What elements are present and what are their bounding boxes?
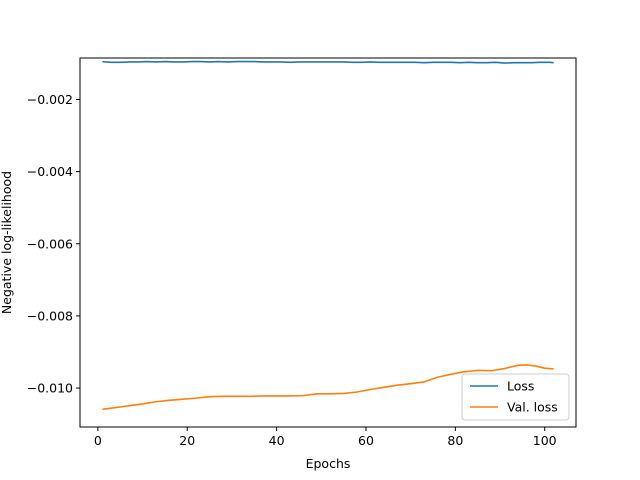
y-tick-label: −0.010 <box>27 381 73 396</box>
legend-label: Val. loss <box>507 400 558 415</box>
x-tick-label: 0 <box>94 433 102 448</box>
plot-area-background <box>80 58 576 427</box>
y-tick-label: −0.002 <box>27 92 73 107</box>
x-tick-label: 20 <box>179 433 195 448</box>
y-axis: −0.010 −0.008 −0.006 −0.004 −0.002 <box>27 92 80 396</box>
y-tick-label: −0.006 <box>27 236 73 251</box>
x-tick-label: 80 <box>447 433 463 448</box>
series-line-val-loss <box>102 364 554 411</box>
x-axis: 0 20 40 60 80 100 <box>94 427 557 448</box>
x-tick-label: 40 <box>269 433 285 448</box>
x-tick-label: 100 <box>533 433 557 448</box>
plot-frame <box>79 57 577 428</box>
series-line-loss <box>102 60 554 64</box>
x-tick-label: 60 <box>358 433 374 448</box>
legend-label: Loss <box>507 379 534 394</box>
y-tick-label: −0.008 <box>27 308 73 323</box>
y-tick-label: −0.004 <box>27 164 73 179</box>
y-axis-label: Negative log-likelihood <box>0 171 14 314</box>
series-layer <box>102 60 554 411</box>
x-axis-label: Epochs <box>306 456 351 471</box>
legend: Loss Val. loss <box>461 373 570 421</box>
